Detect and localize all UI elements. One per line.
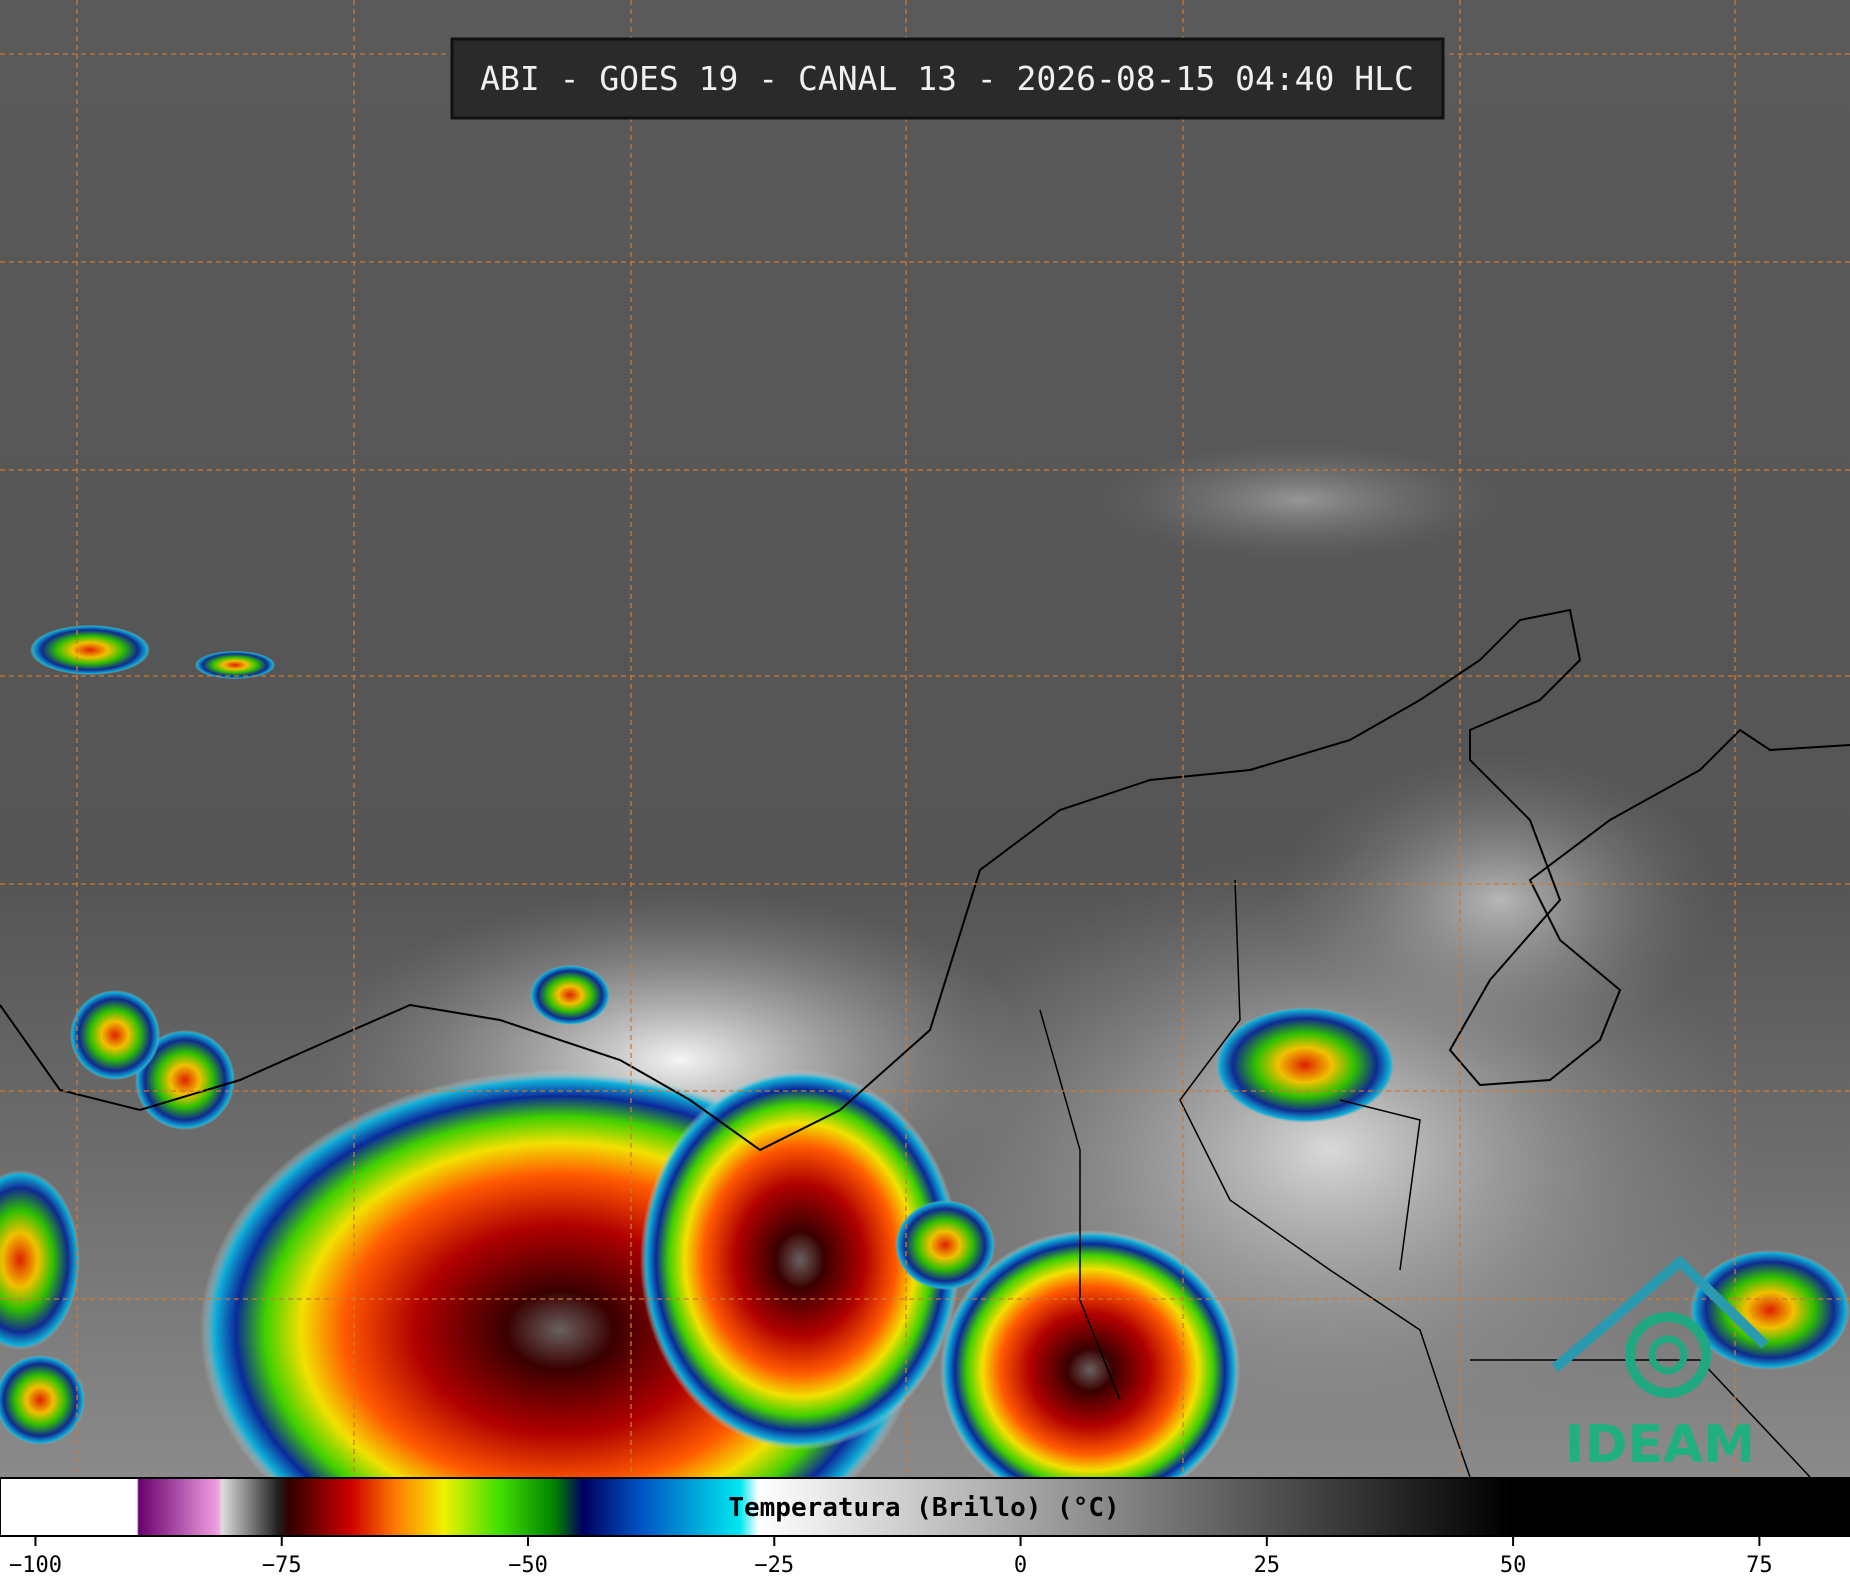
- tick-label: 0: [1014, 1553, 1027, 1577]
- storm: [1215, 1007, 1395, 1123]
- tick-label: −100: [9, 1553, 62, 1577]
- tick-label: −50: [508, 1553, 548, 1577]
- graticule: [0, 0, 1850, 1477]
- tick-label: −75: [262, 1553, 302, 1577]
- logo: IDEAM: [1551, 1255, 1769, 1475]
- storm: [895, 1200, 995, 1290]
- storm: [195, 651, 275, 679]
- tick-label: 25: [1254, 1553, 1281, 1577]
- colorbar: [0, 1477, 1850, 1537]
- storm: [640, 1070, 960, 1450]
- title: ABI - GOES 19 - CANAL 13 - 2026-08-15 04…: [480, 59, 1414, 98]
- tick-label: −25: [754, 1553, 794, 1577]
- colorbar-title: Temperatura (Brillo) (°C): [728, 1493, 1119, 1523]
- cloud: [1280, 750, 1720, 1050]
- colorbar-ticks: −100 −75 −50 −25 0 25 50 75: [9, 1536, 1773, 1577]
- tick-label: 50: [1500, 1553, 1527, 1577]
- coastline: [0, 608, 1850, 1152]
- border: [1039, 879, 1811, 1478]
- storm: [30, 625, 150, 675]
- storm: [530, 965, 610, 1025]
- storm: [940, 1230, 1240, 1510]
- tick-label: 75: [1746, 1553, 1773, 1577]
- storm: [1690, 1250, 1850, 1370]
- logo-text: IDEAM: [1565, 1415, 1755, 1475]
- cloud: [1100, 440, 1500, 560]
- title-box: [450, 37, 1445, 120]
- storm: [70, 990, 160, 1080]
- storm: [0, 1355, 85, 1445]
- storm: [0, 1170, 80, 1350]
